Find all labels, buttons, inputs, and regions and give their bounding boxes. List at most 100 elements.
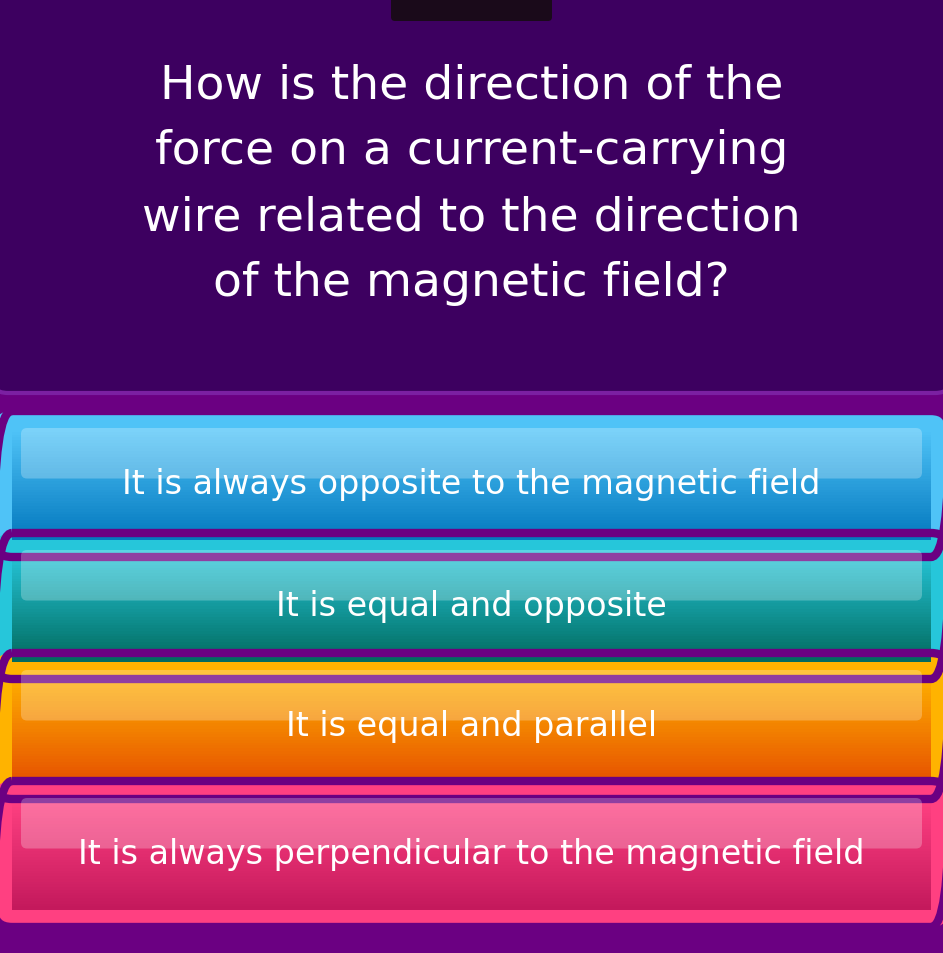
Bar: [12, 554, 931, 558]
Bar: [12, 821, 931, 824]
Bar: [12, 590, 931, 593]
Bar: [12, 459, 931, 463]
Bar: [12, 581, 931, 585]
Bar: [12, 762, 931, 765]
Bar: [12, 682, 931, 685]
Bar: [12, 479, 931, 482]
Bar: [12, 745, 931, 749]
Bar: [12, 801, 931, 805]
Bar: [12, 562, 931, 566]
Bar: [12, 637, 931, 639]
Bar: [12, 807, 931, 811]
Bar: [12, 685, 931, 688]
Bar: [12, 857, 931, 861]
Bar: [12, 865, 931, 868]
FancyBboxPatch shape: [0, 0, 943, 394]
Bar: [12, 696, 931, 700]
FancyBboxPatch shape: [0, 781, 943, 927]
Bar: [12, 738, 931, 740]
Text: It is equal and opposite: It is equal and opposite: [276, 590, 667, 623]
Bar: [12, 596, 931, 598]
Bar: [12, 452, 931, 455]
Bar: [12, 648, 931, 651]
Bar: [12, 501, 931, 504]
Text: It is always perpendicular to the magnetic field: It is always perpendicular to the magnet…: [78, 838, 865, 871]
Bar: [12, 764, 931, 768]
Bar: [12, 449, 931, 452]
Bar: [12, 642, 931, 645]
Bar: [12, 506, 931, 510]
Bar: [12, 534, 931, 537]
Bar: [12, 612, 931, 615]
Bar: [12, 574, 931, 577]
Bar: [12, 440, 931, 444]
Bar: [12, 625, 931, 629]
Bar: [12, 584, 931, 588]
Bar: [12, 552, 931, 555]
Bar: [12, 826, 931, 830]
Bar: [12, 433, 931, 436]
Bar: [12, 639, 931, 642]
Bar: [12, 895, 931, 899]
Bar: [12, 471, 931, 474]
Bar: [12, 701, 931, 705]
Bar: [12, 754, 931, 757]
Bar: [12, 898, 931, 902]
Bar: [12, 537, 931, 540]
Bar: [12, 804, 931, 808]
Bar: [12, 760, 931, 762]
Bar: [12, 693, 931, 697]
Bar: [12, 860, 931, 862]
Bar: [12, 498, 931, 501]
Bar: [12, 710, 931, 713]
Bar: [12, 631, 931, 635]
Bar: [12, 813, 931, 816]
Bar: [12, 893, 931, 896]
Bar: [12, 868, 931, 871]
Bar: [12, 835, 931, 838]
Bar: [12, 628, 931, 632]
Bar: [12, 832, 931, 836]
Bar: [12, 568, 931, 571]
Bar: [12, 726, 931, 729]
Bar: [12, 829, 931, 833]
Bar: [12, 688, 931, 691]
Bar: [12, 704, 931, 707]
Bar: [12, 903, 931, 907]
Bar: [12, 748, 931, 752]
Bar: [12, 512, 931, 516]
Bar: [12, 854, 931, 858]
Bar: [12, 767, 931, 771]
Text: It is always opposite to the magnetic field: It is always opposite to the magnetic fi…: [123, 468, 820, 501]
Bar: [12, 718, 931, 721]
FancyBboxPatch shape: [21, 799, 922, 848]
Bar: [12, 593, 931, 596]
Bar: [12, 520, 931, 523]
Bar: [12, 876, 931, 880]
Bar: [12, 517, 931, 520]
Bar: [12, 650, 931, 654]
Bar: [12, 713, 931, 716]
Bar: [12, 430, 931, 433]
Bar: [12, 879, 931, 882]
Bar: [12, 526, 931, 529]
Bar: [12, 620, 931, 623]
Bar: [12, 578, 931, 582]
Bar: [12, 659, 931, 661]
Bar: [12, 901, 931, 904]
Bar: [12, 851, 931, 855]
Bar: [12, 490, 931, 494]
Bar: [12, 735, 931, 738]
Bar: [12, 770, 931, 774]
Bar: [12, 446, 931, 449]
Bar: [12, 751, 931, 754]
Bar: [12, 656, 931, 659]
Bar: [12, 841, 931, 843]
Bar: [12, 723, 931, 727]
Bar: [12, 509, 931, 513]
Bar: [12, 707, 931, 710]
FancyBboxPatch shape: [21, 551, 922, 601]
Bar: [12, 671, 931, 675]
Bar: [12, 838, 931, 841]
Bar: [12, 699, 931, 702]
